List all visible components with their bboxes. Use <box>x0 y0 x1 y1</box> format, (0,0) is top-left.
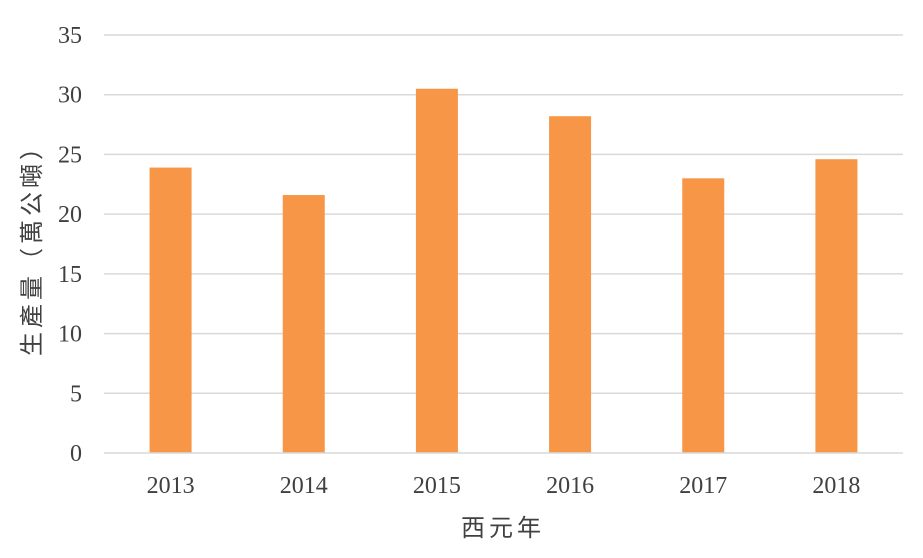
x-tick-label: 2016 <box>546 473 594 499</box>
y-tick-label: 35 <box>58 23 82 49</box>
y-axis-title: 生產量（萬公噸） <box>18 132 46 356</box>
y-tick-label: 20 <box>58 202 82 228</box>
x-tick-labels: 2013 2014 2015 2016 2017 2018 <box>147 473 861 499</box>
bar-2013 <box>149 167 192 453</box>
x-tick-label: 2013 <box>147 473 195 499</box>
x-tick-label: 2017 <box>679 473 727 499</box>
x-tick-label: 2014 <box>280 473 328 499</box>
y-tick-labels: 0 5 10 15 20 25 30 35 <box>58 23 82 467</box>
x-tick-label: 2018 <box>812 473 860 499</box>
y-tick-label: 15 <box>58 262 82 288</box>
y-tick-label: 30 <box>58 83 82 109</box>
bar-2014 <box>282 195 325 453</box>
x-axis-title: 西元年 <box>461 514 545 542</box>
bar-2015 <box>415 88 458 453</box>
bar-series <box>149 88 858 454</box>
bar-2018 <box>815 159 858 453</box>
bar-2017 <box>682 178 725 454</box>
y-tick-label: 0 <box>70 441 82 467</box>
y-tick-label: 25 <box>58 142 82 168</box>
y-tick-label: 10 <box>58 322 82 348</box>
gridlines <box>104 34 903 395</box>
x-tick-label: 2015 <box>413 473 461 499</box>
y-tick-label: 5 <box>70 381 82 407</box>
bar-2016 <box>549 116 592 453</box>
